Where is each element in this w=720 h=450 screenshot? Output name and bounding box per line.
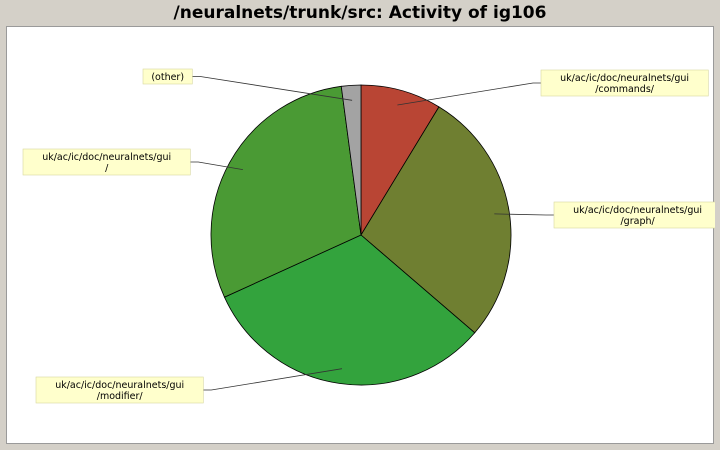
pie-slice-2 (223, 234, 476, 386)
leader-line-4 (192, 76, 353, 101)
pie-chart: uk/ac/ic/doc/neuralnets/gui/commands/uk/… (22, 68, 715, 404)
slice-label-text-1-1: /graph/ (620, 216, 655, 227)
chart-title: /neuralnets/trunk/src: Activity of ig106 (173, 3, 547, 23)
slice-label-4: (other) (142, 68, 193, 85)
slice-label-text-2-1: /modifier/ (97, 391, 144, 402)
pie-slice-1 (360, 106, 512, 334)
slice-label-text-0-0: uk/ac/ic/doc/neuralnets/gui (560, 73, 689, 84)
leader-line-0 (397, 82, 541, 106)
pie-slice-0 (360, 84, 440, 237)
slice-label-box-3 (22, 148, 191, 176)
slice-label-box-2 (35, 376, 204, 404)
plot-area: uk/ac/ic/doc/neuralnets/gui/commands/uk/… (6, 26, 715, 444)
slice-label-box-0 (540, 69, 709, 97)
slice-label-box-1 (553, 201, 715, 229)
slice-label-text-1-0: uk/ac/ic/doc/neuralnets/gui (573, 205, 702, 216)
leader-line-2 (203, 368, 343, 391)
leader-line-3 (190, 161, 243, 170)
slice-label-0: uk/ac/ic/doc/neuralnets/gui/commands/ (540, 69, 709, 97)
pie-slice-4 (340, 84, 362, 236)
slice-label-text-0-1: /commands/ (595, 84, 655, 95)
slice-label-text-3-0: uk/ac/ic/doc/neuralnets/gui (42, 152, 171, 163)
pie-slice-3 (210, 85, 362, 298)
slice-label-text-4-0: (other) (151, 72, 184, 83)
slice-label-2: uk/ac/ic/doc/neuralnets/gui/modifier/ (35, 376, 204, 404)
slice-label-box-4 (142, 68, 193, 85)
slice-label-text-2-0: uk/ac/ic/doc/neuralnets/gui (55, 380, 184, 391)
slice-label-text-3-1: / (105, 163, 109, 174)
slice-label-3: uk/ac/ic/doc/neuralnets/gui/ (22, 148, 191, 176)
leader-line-1 (494, 213, 554, 216)
slice-label-1: uk/ac/ic/doc/neuralnets/gui/graph/ (553, 201, 715, 229)
